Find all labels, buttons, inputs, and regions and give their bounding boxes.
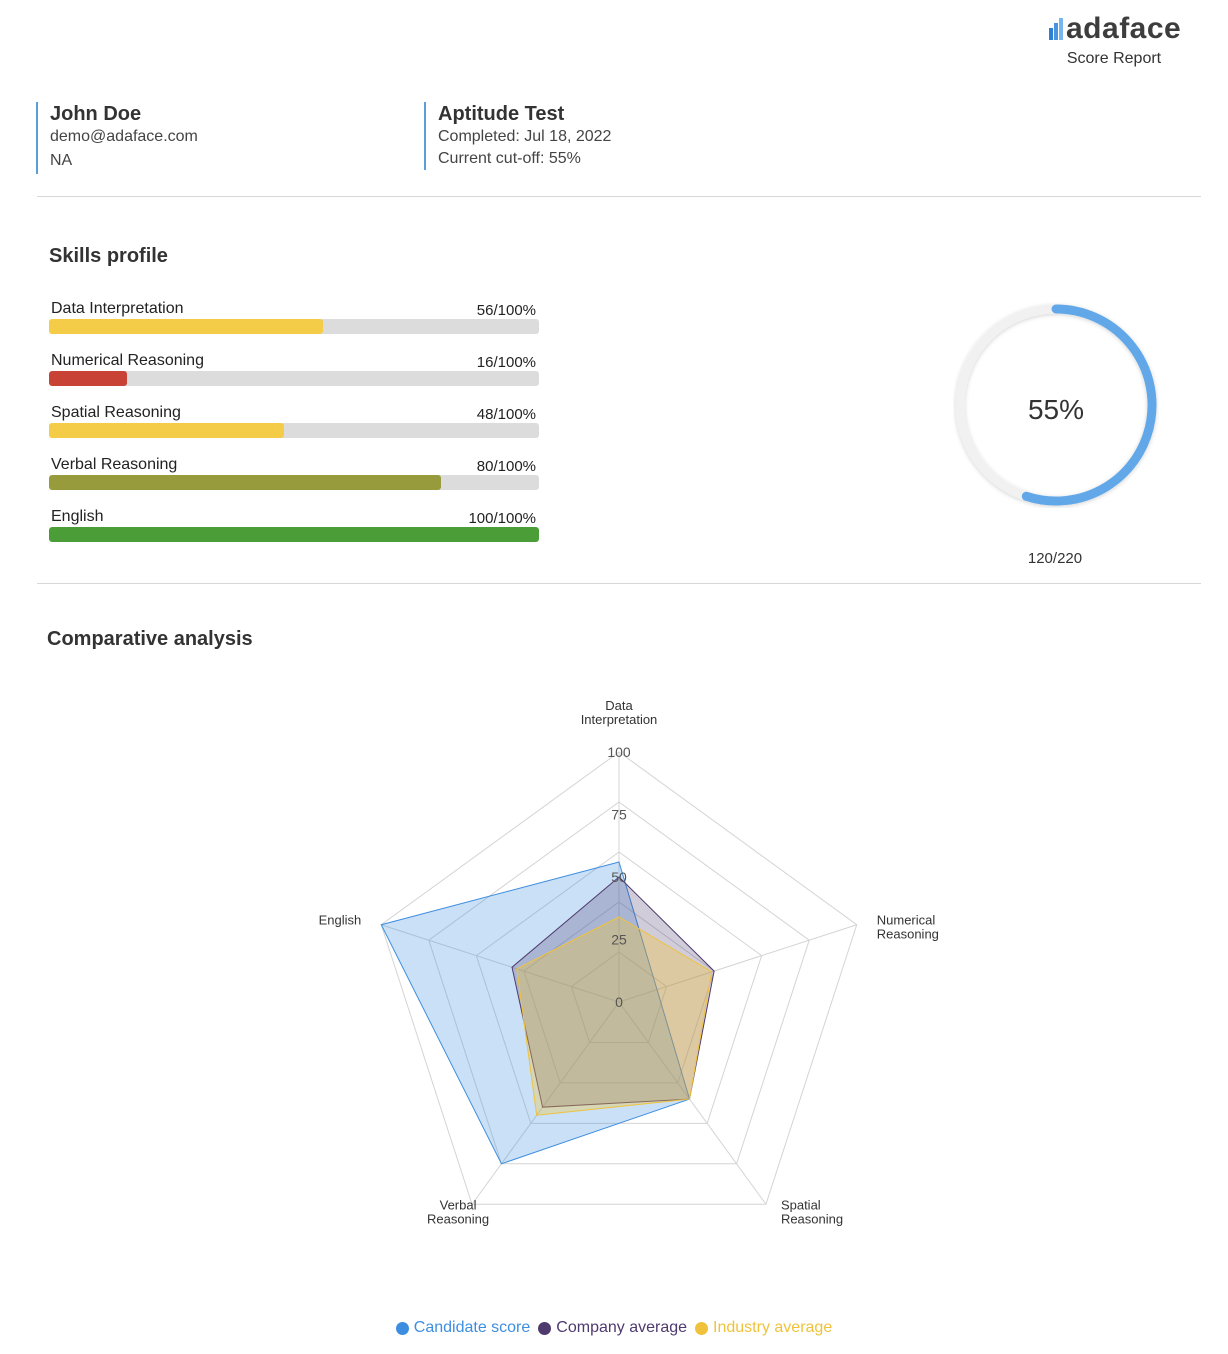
skill-name: Spatial Reasoning [51,404,181,421]
skills-profile-title: Skills profile [49,245,168,267]
radar-series-company [511,876,715,1108]
skill-score: 48/100% [476,406,536,423]
radar-axis-label-line: Reasoning [877,927,939,942]
skill-name: Data Interpretation [51,300,184,317]
test-cutoff: Current cut-off: 55% [438,150,581,167]
test-info: Aptitude Test Completed: Jul 18, 2022 Cu… [424,102,611,170]
radar-spoke [618,1001,767,1205]
legend-dot-icon [395,1321,409,1335]
radar-axis-label-line: English [319,913,362,928]
skill-name: English [51,508,104,525]
skill-row: English 100/100% [49,508,539,552]
divider [37,583,1201,584]
divider [37,196,1201,197]
legend-dot-icon [538,1321,552,1335]
chart-legend: Candidate score Company average Industry a… [0,1319,1228,1337]
radar-axis-label-line: Spatial [781,1197,821,1212]
radar-tick-label: 25 [611,932,627,948]
radar-tick-label: 75 [611,807,627,823]
candidate-extra: NA [50,152,73,169]
radar-tick-label: 100 [607,744,631,760]
logo-bars-icon [1049,18,1063,40]
skill-bar-track [49,527,539,542]
skill-bar-fill [49,475,441,490]
radar-spoke [381,924,620,1003]
donut-progress-arc [1021,304,1157,506]
skill-score: 80/100% [476,458,536,475]
candidate-name: John Doe [50,103,142,125]
skill-row: Spatial Reasoning 48/100% [49,404,539,448]
legend-item[interactable]: Company average [538,1319,687,1337]
overall-percent: 55% [1027,394,1085,425]
skill-score: 56/100% [476,302,536,319]
test-name: Aptitude Test [438,103,565,125]
test-completed: Completed: Jul 18, 2022 [438,128,612,145]
candidate-info: John Doe demo@adaface.com NA [36,102,198,174]
legend-label: Industry average [713,1319,833,1336]
radar-spoke [618,924,857,1003]
candidate-email: demo@adaface.com [50,128,198,145]
radar-tick-label: 0 [615,994,623,1010]
radar-axis-label: English [319,913,362,928]
legend-label: Company average [556,1319,688,1336]
legend-item[interactable]: Industry average [695,1319,832,1337]
skill-bar-fill [49,423,285,438]
radar-axis-label: Spatial Reasoning [781,1197,843,1226]
radar-spoke [471,1001,620,1205]
skill-bar-track [49,371,539,386]
skill-bar-fill [49,319,324,334]
radar-series-industry [516,916,713,1116]
radar-axis-label-line: Reasoning [781,1211,843,1226]
radar-tick-label: 50 [611,869,627,885]
radar-grid-ring [523,901,715,1084]
radar-axis-label: Data Interpretation [581,700,658,727]
skill-row: Data Interpretation 56/100% [49,300,539,344]
brand-name: adaface [1066,12,1182,45]
skill-bar-fill [49,527,539,542]
skill-bar-track [49,319,539,334]
radar-axis-label-line: Reasoning [427,1211,489,1226]
adaface-logo: adaface [1046,12,1186,48]
comparative-analysis-title: Comparative analysis [47,628,253,650]
legend-item[interactable]: Candidate score [395,1319,531,1337]
radar-grid-ring [380,751,858,1205]
skill-bar-track [49,475,539,490]
skill-bar-track [49,423,539,438]
radar-grid-ring [428,801,810,1165]
radar-axis-label-line: Verbal [440,1197,477,1212]
radar-axis-label-line: Numerical [877,913,936,928]
skill-name: Verbal Reasoning [51,456,178,473]
legend-dot-icon [695,1321,709,1335]
radar-grid-ring [570,951,668,1043]
skill-score: 100/100% [468,510,536,527]
overall-score-donut [955,304,1157,506]
radar-axis-label-line: Data [605,700,633,713]
overall-score-count: 120/220 [1027,550,1083,567]
skill-name: Numerical Reasoning [51,352,204,369]
radar-series-candidate [380,861,691,1165]
skill-row: Verbal Reasoning 80/100% [49,456,539,500]
skill-row: Numerical Reasoning 16/100% [49,352,539,396]
radar-axis-label: Numerical Reasoning [877,913,939,942]
radar-axis-label: Verbal Reasoning [427,1197,489,1226]
skill-score: 16/100% [476,354,536,371]
skill-bar-fill [49,371,128,386]
radar-axis-label-line: Interpretation [581,712,658,727]
legend-label: Candidate score [413,1319,531,1336]
report-label: Score Report [1066,50,1162,67]
